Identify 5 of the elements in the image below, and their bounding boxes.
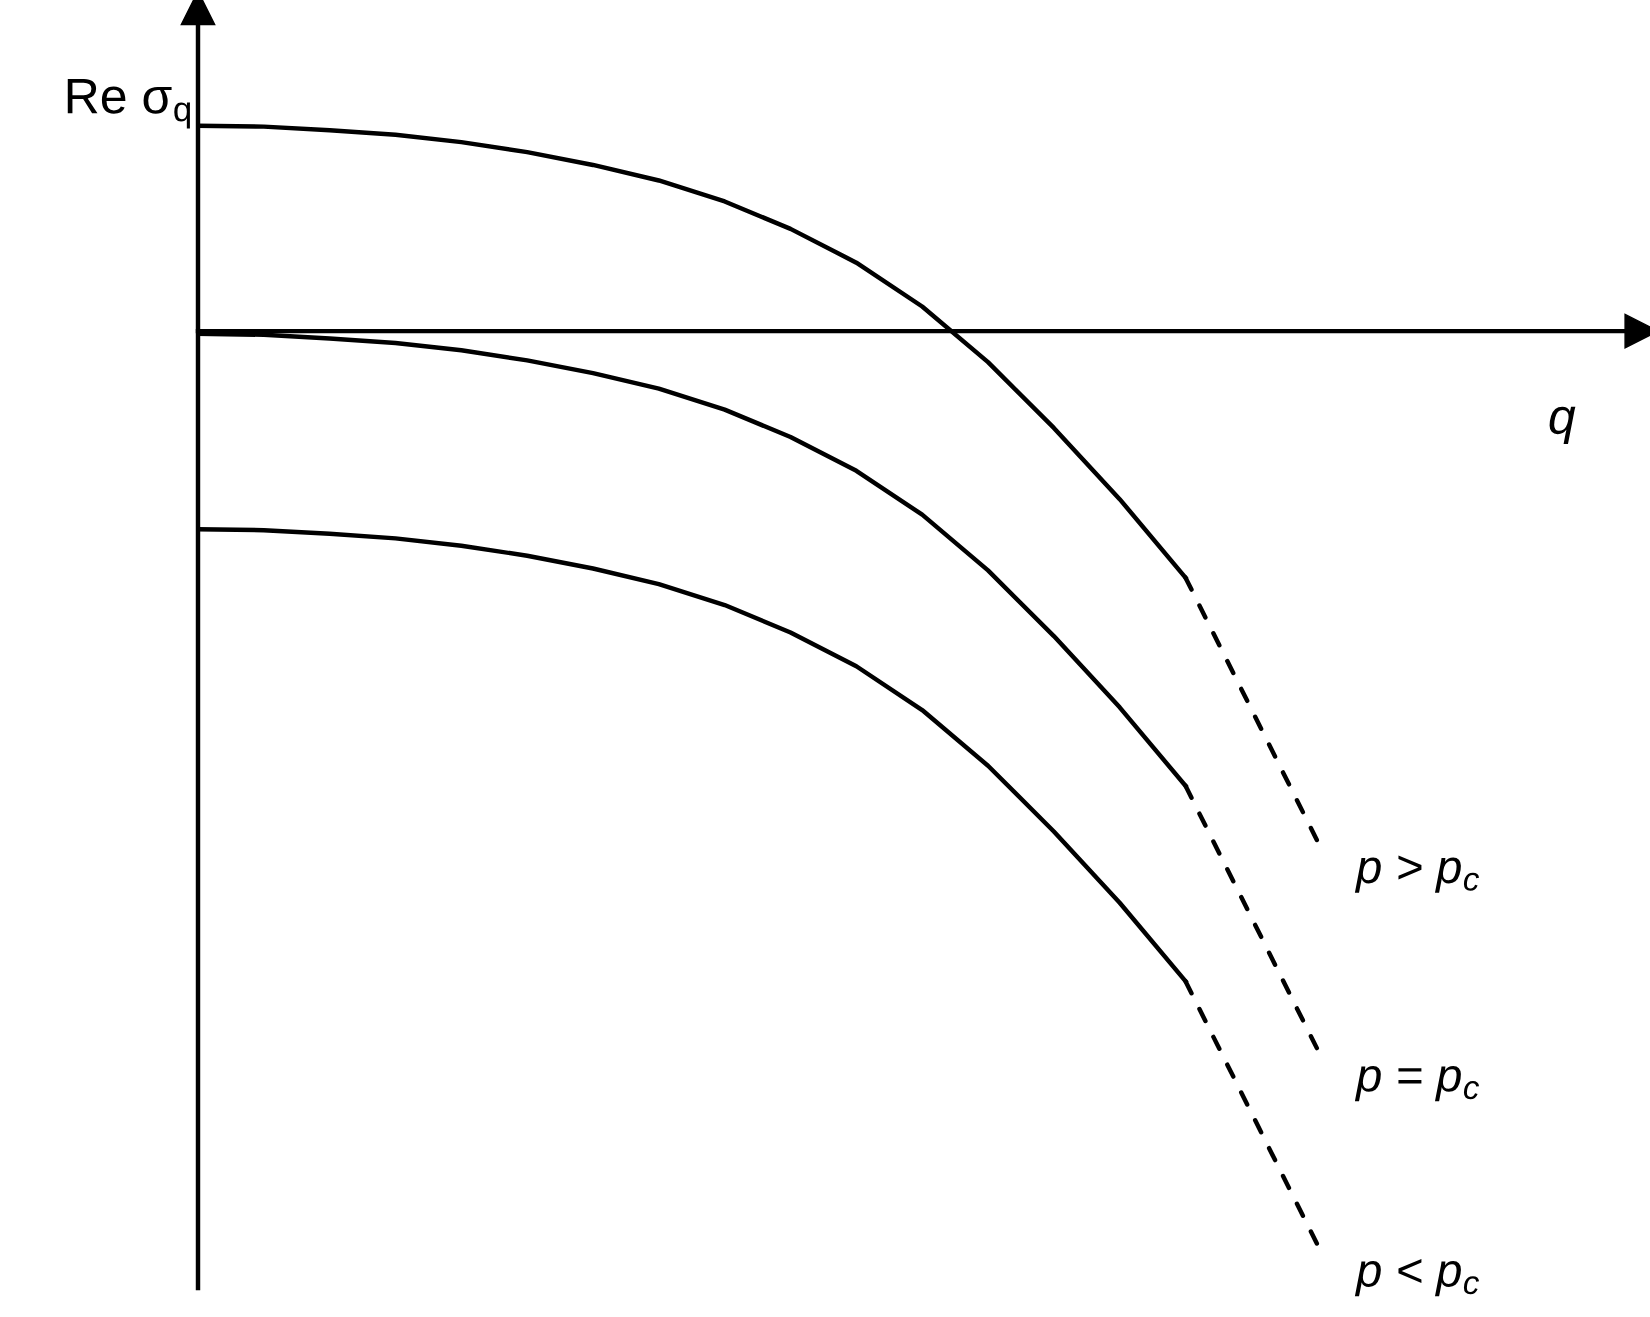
series-label: p > p$_{c}$ [1354,855,1480,893]
y-axis-title: Re σ$_{q}$ [67,78,191,129]
series-label: p = p$_{c}$ [1354,1065,1480,1102]
x-axis-title: q [1549,406,1576,444]
series-label: p < p$_{c}$ [1354,1258,1480,1297]
